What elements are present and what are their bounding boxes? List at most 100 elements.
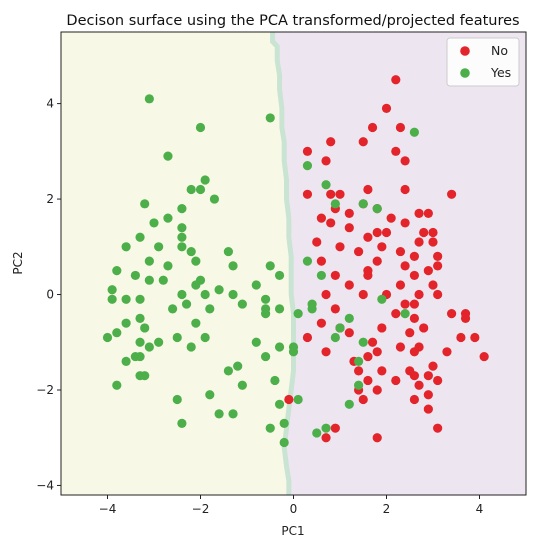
point-yes-17 xyxy=(121,242,131,252)
y-tick-label: 2 xyxy=(46,192,54,206)
point-yes-31 xyxy=(251,280,261,290)
point-yes-71 xyxy=(270,375,280,386)
point-no-23 xyxy=(423,208,433,218)
x-tick-label: 2 xyxy=(383,502,391,516)
point-yes-98 xyxy=(344,399,354,409)
point-no-59 xyxy=(409,299,419,309)
point-no-64 xyxy=(460,313,471,323)
point-yes-19 xyxy=(186,246,196,257)
point-no-60 xyxy=(330,304,340,314)
point-no-0 xyxy=(391,75,401,85)
point-yes-88 xyxy=(330,199,340,209)
point-yes-1 xyxy=(195,122,206,133)
point-no-35 xyxy=(335,242,345,252)
point-no-98 xyxy=(358,394,368,405)
point-no-2 xyxy=(395,122,406,133)
point-no-83 xyxy=(479,351,489,362)
point-no-26 xyxy=(372,227,382,238)
point-yes-8 xyxy=(140,199,150,209)
point-no-52 xyxy=(428,280,438,290)
point-yes-56 xyxy=(154,337,164,347)
point-no-40 xyxy=(372,256,382,266)
point-yes-35 xyxy=(200,289,210,300)
point-no-61 xyxy=(391,309,401,319)
point-no-71 xyxy=(405,328,415,338)
point-yes-68 xyxy=(135,371,145,381)
point-yes-106 xyxy=(288,347,299,357)
point-no-42 xyxy=(316,256,326,266)
point-no-99 xyxy=(409,394,419,405)
point-no-34 xyxy=(428,237,438,247)
point-no-25 xyxy=(400,218,410,228)
point-no-32 xyxy=(428,227,438,238)
point-yes-12 xyxy=(177,223,187,233)
point-no-6 xyxy=(326,137,336,147)
point-yes-82 xyxy=(261,304,271,314)
point-no-93 xyxy=(433,375,443,386)
point-no-30 xyxy=(363,232,373,242)
point-yes-33 xyxy=(107,285,117,295)
point-no-41 xyxy=(433,251,443,261)
point-no-8 xyxy=(302,146,313,156)
point-yes-36 xyxy=(228,289,238,300)
point-no-68 xyxy=(377,323,387,333)
point-no-4 xyxy=(391,146,401,156)
point-no-12 xyxy=(326,189,336,199)
point-no-75 xyxy=(367,337,378,347)
point-no-21 xyxy=(386,213,396,223)
point-no-73 xyxy=(456,332,466,343)
point-yes-39 xyxy=(135,294,145,304)
point-yes-77 xyxy=(279,418,289,429)
point-yes-34 xyxy=(177,289,187,300)
point-yes-14 xyxy=(135,232,145,242)
point-yes-29 xyxy=(191,280,201,290)
point-yes-99 xyxy=(321,423,331,433)
point-yes-11 xyxy=(149,218,159,228)
point-no-76 xyxy=(395,342,406,352)
point-yes-78 xyxy=(228,409,238,419)
point-yes-96 xyxy=(377,294,387,304)
point-yes-75 xyxy=(177,418,187,429)
point-no-70 xyxy=(344,328,354,338)
y-axis: −4 −2 0 2 4 xyxy=(36,97,61,492)
point-no-20 xyxy=(344,208,354,218)
point-no-38 xyxy=(395,246,406,257)
point-yes-72 xyxy=(205,390,215,400)
point-yes-51 xyxy=(112,328,122,338)
point-no-90 xyxy=(428,361,438,371)
point-no-58 xyxy=(400,299,410,309)
point-yes-90 xyxy=(372,204,382,214)
point-yes-47 xyxy=(135,313,145,323)
x-axis-title: PC1 xyxy=(281,524,304,538)
point-yes-85 xyxy=(302,256,313,266)
point-no-37 xyxy=(354,246,364,257)
point-no-91 xyxy=(363,375,373,386)
point-no-85 xyxy=(354,366,364,376)
point-no-105 xyxy=(284,394,294,405)
point-yes-48 xyxy=(121,318,131,328)
point-yes-94 xyxy=(344,313,354,323)
y-tick-label: −4 xyxy=(36,478,54,492)
scatter-points xyxy=(102,75,489,448)
point-yes-21 xyxy=(191,256,201,266)
point-yes-53 xyxy=(200,332,210,343)
point-no-56 xyxy=(414,289,424,300)
point-no-5 xyxy=(358,137,368,147)
point-no-31 xyxy=(419,227,429,238)
legend-label-yes: Yes xyxy=(490,65,511,80)
point-yes-59 xyxy=(144,342,154,352)
x-tick-label: 0 xyxy=(290,502,298,516)
point-yes-74 xyxy=(214,409,224,419)
y-tick-label: −2 xyxy=(36,383,54,397)
point-no-28 xyxy=(344,223,354,233)
point-no-27 xyxy=(381,227,392,238)
y-axis-title: PC2 xyxy=(11,251,25,274)
point-no-7 xyxy=(400,156,410,166)
x-tick-label: −4 xyxy=(99,502,117,516)
point-no-11 xyxy=(335,189,345,199)
legend-marker-no xyxy=(460,46,470,56)
point-no-66 xyxy=(316,318,326,328)
point-no-51 xyxy=(395,280,406,290)
point-no-22 xyxy=(414,208,424,218)
point-yes-80 xyxy=(279,437,289,448)
